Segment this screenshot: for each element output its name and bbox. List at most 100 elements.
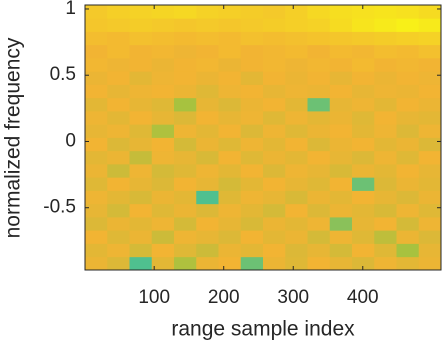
heatmap-cell <box>330 5 353 19</box>
heatmap-cell <box>374 71 397 85</box>
heatmap-cell <box>263 164 286 178</box>
heatmap-cell <box>263 5 286 19</box>
heatmap-cell <box>352 257 375 271</box>
heatmap-cell <box>419 98 442 112</box>
heatmap-cell <box>219 71 242 85</box>
heatmap-cell <box>285 98 308 112</box>
x-tick-label: 100 <box>138 287 170 308</box>
heatmap-cell <box>285 45 308 59</box>
heatmap-cell <box>196 138 219 152</box>
heatmap-cell <box>397 18 420 32</box>
heatmap-cell <box>330 138 353 152</box>
heatmap-cell <box>196 177 219 191</box>
heatmap-cell <box>285 32 308 46</box>
heatmap-cell <box>219 257 242 271</box>
heatmap-cell <box>85 244 108 258</box>
heatmap-cell <box>374 45 397 59</box>
heatmap-cell <box>285 71 308 85</box>
heatmap-cell <box>152 138 175 152</box>
heatmap-cell <box>107 204 130 218</box>
heatmap-cell <box>285 124 308 138</box>
heatmap-cell <box>397 98 420 112</box>
heatmap-cell <box>419 191 442 205</box>
heatmap-cell <box>219 138 242 152</box>
heatmap-cell <box>263 257 286 271</box>
heatmap-cell <box>196 124 219 138</box>
heatmap-cell <box>107 45 130 59</box>
heatmap-cell <box>85 85 108 99</box>
heatmap-cell <box>285 230 308 244</box>
heatmap-cell <box>397 204 420 218</box>
heatmap-cell <box>174 191 197 205</box>
heatmap-cell <box>130 230 153 244</box>
heatmap-cell <box>174 45 197 59</box>
heatmap-cell <box>374 98 397 112</box>
heatmap-cell <box>419 5 442 19</box>
heatmap-cell <box>352 18 375 32</box>
heatmap-cell <box>308 18 331 32</box>
heatmap-cell <box>241 244 264 258</box>
heatmap-cell <box>285 58 308 72</box>
heatmap-cell <box>130 85 153 99</box>
heatmap-cell <box>419 58 442 72</box>
heatmap-cell <box>397 124 420 138</box>
heatmap-cell <box>397 58 420 72</box>
heatmap-cell <box>196 98 219 112</box>
heatmap-cell <box>85 164 108 178</box>
heatmap-cell <box>352 5 375 19</box>
heatmap-cell <box>152 45 175 59</box>
heatmap-cell <box>152 85 175 99</box>
heatmap-cell <box>330 230 353 244</box>
heatmap-cell <box>308 257 331 271</box>
heatmap-cell <box>352 244 375 258</box>
heatmap-cell <box>419 71 442 85</box>
heatmap-cell <box>263 111 286 125</box>
heatmap-cell <box>130 217 153 231</box>
heatmap-cell <box>85 151 108 165</box>
heatmap-cell <box>397 164 420 178</box>
heatmap-cell <box>152 177 175 191</box>
heatmap-cell <box>397 244 420 258</box>
heatmap-cell <box>219 191 242 205</box>
heatmap-cell <box>263 191 286 205</box>
heatmap-cell <box>352 191 375 205</box>
heatmap-cell <box>352 71 375 85</box>
heatmap-cell <box>419 32 442 46</box>
heatmap-cell <box>352 45 375 59</box>
heatmap-cell <box>85 191 108 205</box>
heatmap-cell <box>285 111 308 125</box>
heatmap-cell <box>152 32 175 46</box>
heatmap-cell <box>330 32 353 46</box>
heatmap-cell <box>397 230 420 244</box>
y-axis-label: normalized frequency <box>2 37 25 238</box>
y-tick-label: 0.5 <box>50 64 76 85</box>
heatmap-cell <box>85 98 108 112</box>
heatmap-cell <box>263 204 286 218</box>
heatmap-cell <box>130 164 153 178</box>
heatmap-cell <box>174 244 197 258</box>
heatmap-cell <box>174 98 197 112</box>
heatmap-cell <box>374 58 397 72</box>
heatmap-cell <box>374 18 397 32</box>
heatmap-cell <box>419 177 442 191</box>
heatmap-cell <box>196 71 219 85</box>
heatmap-cell <box>85 18 108 32</box>
heatmap-cell <box>130 5 153 19</box>
heatmap-cell <box>219 244 242 258</box>
heatmap-cell <box>196 164 219 178</box>
heatmap-cell <box>219 5 242 19</box>
heatmap-cell <box>107 177 130 191</box>
heatmap-cell <box>196 5 219 19</box>
heatmap-cell <box>352 138 375 152</box>
heatmap-cell <box>308 177 331 191</box>
heatmap-cell <box>174 164 197 178</box>
heatmap-cell <box>219 58 242 72</box>
heatmap-cell <box>330 151 353 165</box>
heatmap-cell <box>130 124 153 138</box>
heatmap-cell <box>85 257 108 271</box>
heatmap-cell <box>130 257 153 271</box>
heatmap-cell <box>152 244 175 258</box>
heatmap-cell <box>130 151 153 165</box>
